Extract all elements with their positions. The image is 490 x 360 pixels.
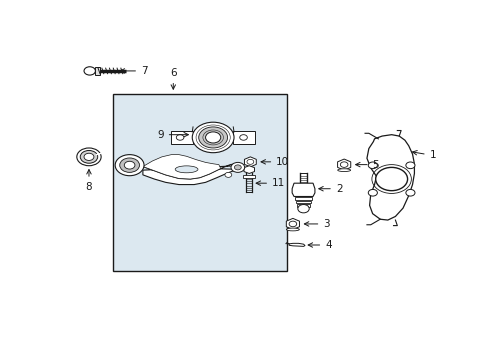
FancyBboxPatch shape: [172, 131, 193, 144]
Circle shape: [234, 165, 241, 170]
Circle shape: [192, 122, 234, 153]
Text: 1: 1: [413, 150, 436, 161]
Circle shape: [341, 162, 348, 167]
Circle shape: [368, 162, 377, 168]
Text: 9: 9: [157, 130, 188, 140]
Polygon shape: [286, 219, 299, 229]
Ellipse shape: [175, 166, 198, 173]
Circle shape: [80, 150, 98, 163]
FancyBboxPatch shape: [233, 131, 255, 144]
Polygon shape: [367, 135, 415, 220]
Circle shape: [84, 153, 94, 161]
Ellipse shape: [338, 169, 351, 172]
Circle shape: [406, 162, 415, 168]
Circle shape: [247, 159, 254, 164]
Text: 3: 3: [304, 219, 330, 229]
Text: 5: 5: [356, 159, 379, 170]
Polygon shape: [289, 243, 305, 246]
Circle shape: [115, 155, 144, 176]
Polygon shape: [338, 159, 351, 170]
Text: 8: 8: [86, 170, 92, 192]
Bar: [113, 94, 287, 270]
Ellipse shape: [287, 228, 299, 231]
Circle shape: [406, 189, 415, 196]
Circle shape: [231, 162, 245, 172]
Polygon shape: [245, 157, 256, 167]
Circle shape: [240, 135, 247, 140]
Polygon shape: [244, 166, 254, 174]
Text: 6: 6: [170, 68, 176, 89]
Polygon shape: [143, 155, 220, 179]
Bar: [297, 204, 310, 207]
Bar: [295, 197, 312, 200]
Circle shape: [225, 172, 232, 177]
Circle shape: [84, 67, 96, 75]
Polygon shape: [143, 164, 238, 185]
Bar: [296, 201, 311, 203]
Polygon shape: [292, 183, 315, 197]
Circle shape: [289, 221, 297, 227]
Bar: [96, 67, 100, 75]
Text: 4: 4: [308, 240, 332, 250]
Circle shape: [376, 167, 408, 191]
Bar: [243, 175, 255, 179]
Text: 10: 10: [261, 157, 289, 167]
Text: 7: 7: [120, 66, 147, 76]
Circle shape: [368, 189, 377, 196]
Circle shape: [199, 127, 227, 148]
Circle shape: [206, 132, 220, 143]
Text: 2: 2: [319, 184, 343, 194]
Text: 11: 11: [256, 178, 285, 188]
Circle shape: [298, 204, 309, 213]
Circle shape: [120, 158, 140, 172]
Circle shape: [77, 148, 101, 166]
Circle shape: [124, 161, 135, 169]
Circle shape: [176, 135, 184, 140]
